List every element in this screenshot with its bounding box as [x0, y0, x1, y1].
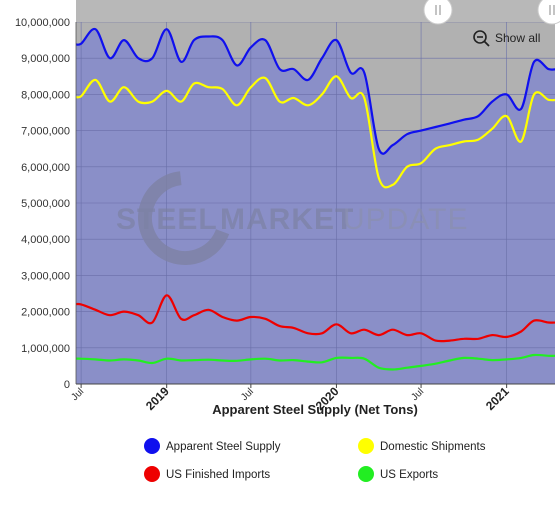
legend-marker — [358, 466, 374, 482]
upper-band-area — [76, 22, 555, 154]
show-all-button[interactable]: Show all — [466, 27, 548, 49]
y-tick-label: 6,000,000 — [21, 162, 70, 174]
y-tick-label: 7,000,000 — [21, 126, 70, 138]
x-tick-label: Jul — [239, 386, 256, 403]
navigator-right-handle[interactable] — [537, 0, 560, 25]
y-tick-label: 0 — [64, 379, 70, 391]
y-tick-label: 3,000,000 — [21, 270, 70, 282]
y-tick-label: 9,000,000 — [21, 53, 70, 65]
series-line-us-finished-imports[interactable] — [74, 294, 557, 343]
legend-label: Apparent Steel Supply — [166, 441, 281, 453]
legend-marker — [358, 438, 374, 454]
x-tick-label: 2019 — [143, 384, 172, 413]
y-axis-ticks: 0 1,000,000 2,000,000 3,000,000 4,000,000 5,0… — [15, 17, 70, 391]
x-tick-label: 2021 — [483, 384, 512, 413]
legend: Apparent Steel Supply Domestic Shipments U… — [144, 438, 486, 482]
y-tick-label: 10,000,000 — [15, 17, 70, 29]
legend-item-apparent-steel-supply[interactable]: Apparent Steel Supply — [144, 438, 281, 454]
x-axis-title: Apparent Steel Supply (Net Tons) — [212, 402, 418, 417]
y-tick-label: 5,000,000 — [21, 198, 70, 210]
series-line-us-exports[interactable] — [74, 353, 557, 371]
navigator-track — [76, 0, 555, 22]
legend-marker — [144, 466, 160, 482]
legend-label: Domestic Shipments — [380, 441, 486, 453]
watermark-word-steel: STEEL — [116, 203, 218, 236]
show-all-label: Show all — [495, 31, 540, 45]
navigator-left-handle[interactable] — [423, 0, 453, 25]
series-line-apparent-steel-supply[interactable] — [74, 27, 557, 155]
watermark-word-update: UPDATE — [343, 203, 468, 236]
watermark-swirl-icon — [138, 171, 232, 265]
series-layer — [74, 27, 557, 371]
watermark-word-market: MARKET — [220, 203, 354, 236]
x-tick-label: Jul — [409, 386, 426, 403]
watermark-logo: STEEL MARKET UPDATE — [116, 171, 468, 265]
legend-item-us-finished-imports[interactable]: US Finished Imports — [144, 466, 270, 482]
legend-item-domestic-shipments[interactable]: Domestic Shipments — [358, 438, 486, 454]
zoom-out-icon — [473, 30, 490, 47]
y-tick-label: 2,000,000 — [21, 307, 70, 319]
x-tick-label: Jul — [69, 386, 86, 403]
y-tick-label: 1,000,000 — [21, 343, 70, 355]
legend-item-us-exports[interactable]: US Exports — [358, 466, 438, 482]
legend-label: US Finished Imports — [166, 469, 270, 481]
series-line-domestic-shipments[interactable] — [74, 75, 557, 189]
legend-label: US Exports — [380, 469, 438, 481]
legend-marker — [144, 438, 160, 454]
y-tick-label: 4,000,000 — [21, 234, 70, 246]
y-tick-label: 8,000,000 — [21, 89, 70, 101]
